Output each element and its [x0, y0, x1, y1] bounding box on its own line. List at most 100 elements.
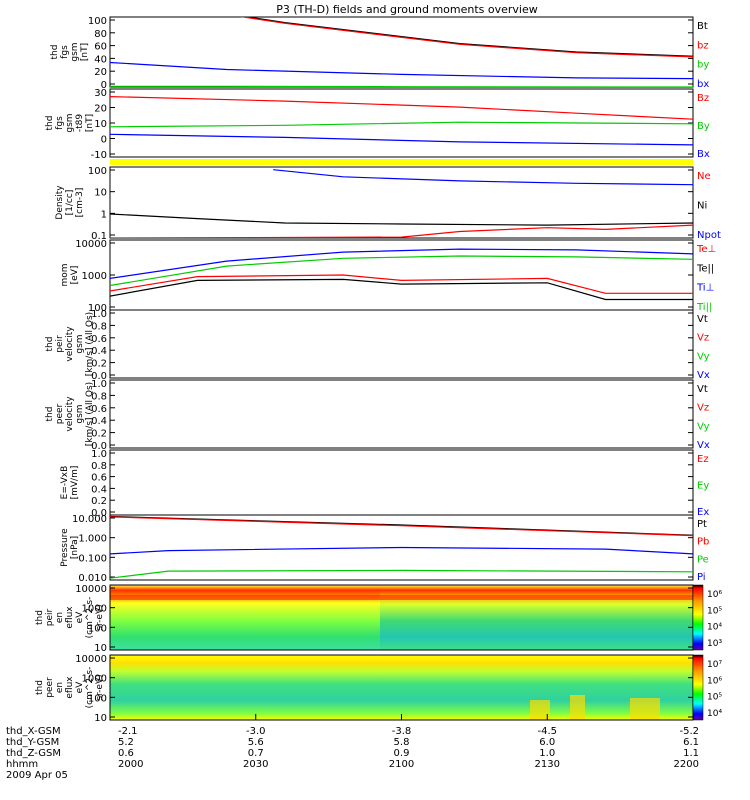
legend-entry: Vt — [697, 384, 708, 395]
y-axis-label: thd — [45, 337, 55, 352]
x-tick-label: 2000 — [118, 759, 143, 770]
legend-entry: Bt — [697, 21, 708, 32]
x-tick-label: 5.6 — [248, 737, 264, 748]
panel-frame — [109, 309, 694, 379]
y-tick-label: 0.4 — [91, 484, 107, 495]
y-axis-label: thd — [45, 116, 55, 131]
y-tick-label: 10 — [94, 643, 107, 654]
y-tick-label: 0.1 — [91, 231, 107, 242]
y-tick-label: 0 — [101, 80, 107, 91]
panel-frame — [109, 166, 694, 239]
y-axis-label: thd — [50, 45, 60, 60]
y-axis-label: [cm-3] — [75, 188, 85, 218]
y-tick-label: 10 — [94, 119, 107, 130]
panel-p9: 10.000 1.000 0.100 0.010 Pressure [nPa] Pt Pb Pe… — [60, 514, 709, 584]
y-tick-label: 20 — [94, 104, 107, 115]
y-tick-label: 0.2 — [91, 496, 107, 507]
y-tick-label: 1.0 — [91, 379, 107, 390]
series-line — [239, 17, 693, 58]
y-axis-label: gsm — [65, 113, 75, 132]
y-tick-label: 1000 — [82, 604, 107, 615]
y-axis-label: [nT] — [85, 114, 95, 132]
y-tick-label: 0.8 — [91, 461, 107, 472]
colorbar-tick-label: 10⁶ — [707, 676, 722, 686]
y-axis-label: peer — [55, 403, 65, 424]
legend-entry: Pe — [697, 554, 709, 565]
series-line — [110, 274, 693, 294]
y-axis-label: [km/s] (All Qs) — [85, 382, 95, 446]
legend-entry: Te|| — [696, 263, 714, 274]
y-axis-label: peir — [55, 335, 65, 353]
y-tick-label: 10 — [94, 188, 107, 199]
x-tick-label: 2200 — [674, 759, 699, 770]
y-axis-label: fgs — [55, 116, 65, 130]
y-axis-label: eV — [75, 681, 85, 694]
legend-entry: Ti⊥ — [696, 283, 714, 294]
panel-p8: 1.00.80.60.40.20.0 E=-VxB [mV/m] Ez Ey Ex — [60, 449, 709, 519]
y-tick-label: 40 — [94, 54, 107, 65]
colorbar-tick-label: 10⁴ — [707, 709, 722, 719]
y-tick-label: 0.2 — [91, 429, 107, 440]
y-tick-label: 10000 — [75, 239, 107, 250]
y-tick-label: 1 — [101, 209, 107, 220]
series-line — [110, 96, 693, 120]
legend-entry: Ey — [697, 481, 709, 492]
legend-entry: Vx — [697, 370, 710, 381]
legend-entry: Npot — [697, 230, 721, 241]
series-line — [110, 569, 693, 579]
x-tick-label: -3.8 — [392, 726, 412, 737]
legend-entry: Vy — [697, 351, 710, 362]
series-line — [110, 248, 693, 279]
y-axis-label: -t89 — [75, 114, 85, 133]
colorbar-ion — [692, 584, 704, 651]
y-tick-label: 100 — [88, 693, 107, 704]
y-tick-label: 10.000 — [72, 514, 107, 525]
colorbar-tick-label: 10⁷ — [707, 660, 722, 670]
y-tick-label: 0 — [101, 135, 107, 146]
series-line — [110, 224, 693, 238]
y-tick-label: 1.000 — [78, 534, 107, 545]
colorbar-tick-label: 10⁶ — [707, 590, 722, 600]
y-tick-label: 1.0 — [91, 449, 107, 460]
y-tick-label: 80 — [94, 29, 107, 40]
legend-entry: Ni — [697, 201, 707, 212]
y-tick-label: 1000 — [82, 271, 107, 282]
legend-entry: Te⊥ — [696, 244, 716, 255]
y-axis-label: eflux — [65, 676, 75, 699]
y-tick-label: 10 — [94, 713, 107, 724]
y-axis-label: (cm^2-s- — [85, 667, 95, 709]
y-tick-label: 100 — [88, 16, 107, 27]
y-axis-label: thd — [35, 680, 45, 695]
x-tick-label: 2130 — [535, 759, 560, 770]
x-axis-row-label: hhmm — [6, 759, 38, 770]
x-tick-label: -4.5 — [537, 726, 557, 737]
legend-entry: Vz — [697, 333, 709, 344]
colorbar-tick-label: 10⁵ — [707, 693, 722, 703]
x-axis-row-label: 2009 Apr 05 — [6, 770, 68, 781]
y-axis-label: [nPa] — [70, 536, 80, 559]
y-tick-label: 0.8 — [91, 321, 107, 332]
ion-spectrogram — [110, 585, 693, 650]
panel-frame — [109, 449, 694, 516]
y-axis-label: sr-eV) — [95, 674, 105, 700]
y-tick-label: 0.2 — [91, 359, 107, 370]
y-axis-label: (cm^2-s- — [85, 597, 95, 639]
series-line — [110, 121, 693, 128]
panel-p7: 1.00.8 0.60.4 0.20.0 thd peer velocity gsm [km/… — [45, 379, 710, 452]
x-tick-label: 6.1 — [683, 737, 699, 748]
colorbar-tick-label: 10³ — [707, 639, 722, 649]
y-tick-label: 0.0 — [91, 371, 107, 382]
y-tick-label: 1000 — [82, 674, 107, 685]
y-axis-label: peir — [45, 608, 55, 626]
y-axis-label: peer — [45, 677, 55, 698]
x-tick-label: 2100 — [389, 759, 414, 770]
panel-frame — [109, 379, 694, 449]
y-axis-label: fgs — [60, 45, 70, 59]
x-tick-label: -3.0 — [246, 726, 266, 737]
x-tick-label: 6.0 — [539, 737, 555, 748]
legend-entry: Ti|| — [696, 302, 712, 313]
y-tick-label: 0.0 — [91, 441, 107, 452]
x-axis-row-label: thd_X-GSM — [6, 726, 61, 737]
x-axis-row-label: thd_Y-GSM — [6, 737, 59, 748]
